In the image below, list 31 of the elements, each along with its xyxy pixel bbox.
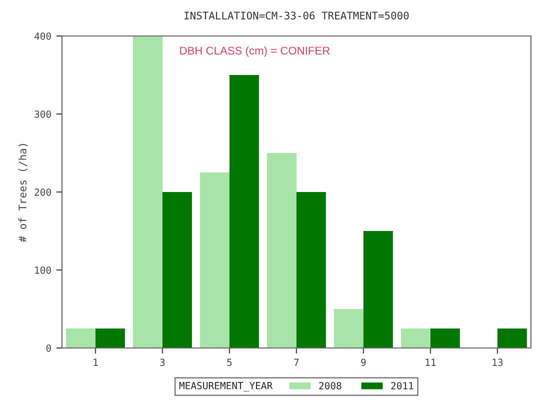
x-tick-label: 9 [361,358,366,366]
legend-label: 2011 [391,382,414,390]
bar [229,75,259,348]
x-tick-label: 3 [160,358,165,366]
bar [66,328,96,348]
legend-title: MEASUREMENT_YEAR [179,382,273,392]
y-tick-label: 100 [35,266,51,274]
bar [162,192,192,348]
bar [497,328,527,348]
bar [363,231,393,348]
bar [334,309,364,348]
bar [296,192,326,348]
y-tick-label: 0 [46,344,51,352]
chart-title: INSTALLATION=CM-33-06 TREATMENT=5000 [184,12,409,20]
bar [132,36,162,348]
bar [95,328,125,348]
y-tick-label: 200 [34,188,51,196]
annotation: DBH CLASS (cm) = CONIFER [180,46,330,57]
x-tick-label: 13 [492,358,503,366]
x-tick-label: 1 [94,358,98,366]
x-tick-label: 5 [227,358,232,366]
y-axis-title: # of Trees (/ha) [18,144,28,242]
legend-label: 2008 [319,382,342,390]
x-tick-label: 11 [426,358,436,366]
bar [430,328,460,348]
y-tick-label: 300 [34,110,51,118]
bar [266,153,296,348]
y-tick-label: 400 [34,32,51,40]
bar [200,172,230,348]
x-tick-label: 7 [294,358,299,366]
bar [400,328,430,348]
